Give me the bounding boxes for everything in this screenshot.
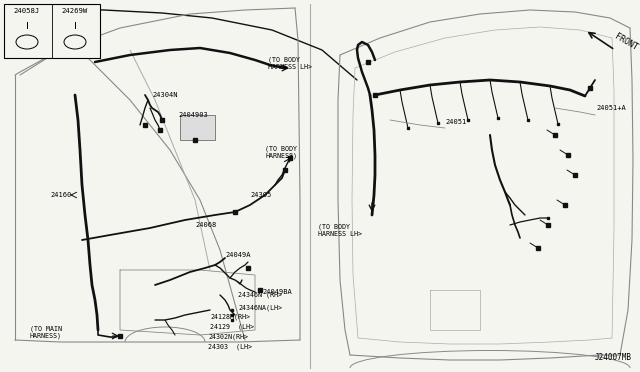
Text: FRONT: FRONT (613, 32, 639, 52)
Text: 24304N: 24304N (152, 92, 177, 98)
Ellipse shape (64, 35, 86, 49)
Bar (180, 115, 215, 140)
Text: 24346NA(LH>: 24346NA(LH> (238, 305, 282, 311)
Text: 24049A: 24049A (225, 252, 250, 258)
Text: 24049BA: 24049BA (262, 289, 292, 295)
Text: (TO BODY
HARNESS LH>: (TO BODY HARNESS LH> (318, 223, 362, 237)
Text: J24007MB: J24007MB (595, 353, 632, 362)
Text: 24305: 24305 (250, 192, 271, 198)
Text: 24269W: 24269W (62, 8, 88, 14)
Text: 24302N(RH>: 24302N(RH> (208, 334, 248, 340)
Text: 24129  (LH>: 24129 (LH> (210, 324, 254, 330)
Text: (TO BODY
HARNESS): (TO BODY HARNESS) (265, 145, 297, 159)
Ellipse shape (16, 35, 38, 49)
Text: 24051+A: 24051+A (596, 105, 626, 111)
Bar (4, 4, 100, 58)
Text: 24058J: 24058J (14, 8, 40, 14)
Text: 24303  (LH>: 24303 (LH> (208, 344, 252, 350)
Text: (TO MAIN
HARNESS): (TO MAIN HARNESS) (30, 325, 62, 339)
Text: 24068: 24068 (195, 222, 216, 228)
Text: 24346N (RH>: 24346N (RH> (238, 292, 282, 298)
Text: (TO BODY
HARNESS LH>: (TO BODY HARNESS LH> (268, 56, 312, 70)
Text: 24160: 24160 (50, 192, 71, 198)
Text: 24051: 24051 (445, 119, 467, 125)
Text: 24128M(RH>: 24128M(RH> (210, 314, 250, 320)
Text: 2404903: 2404903 (178, 112, 208, 118)
